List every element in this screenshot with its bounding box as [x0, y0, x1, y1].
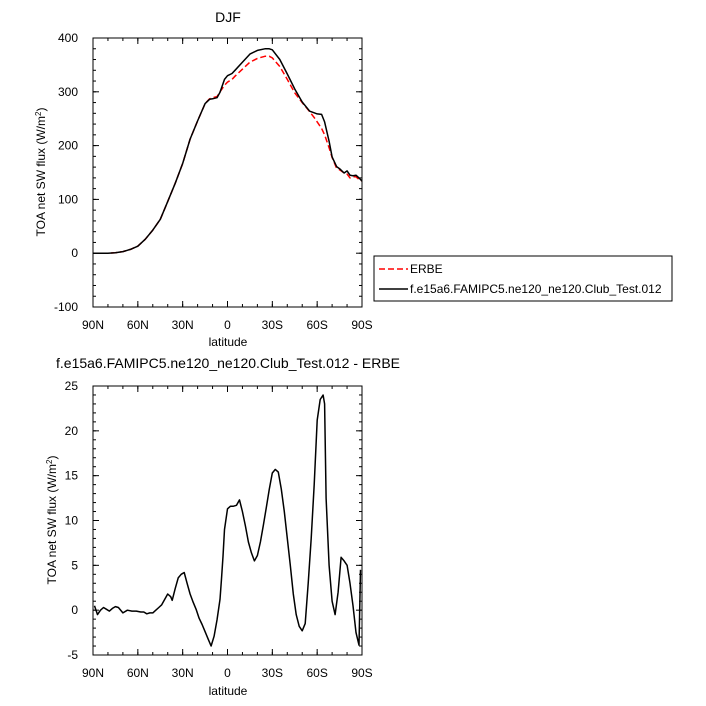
panel-top-frame — [92, 37, 363, 308]
panel-bottom: f.e15a6.FAMIPC5.ne120_ne120.Club_Test.01… — [45, 355, 401, 698]
y-tick-label: -100 — [54, 300, 78, 314]
panel-bottom-y-axis-title: TOA net SW flux (W/m2) — [45, 456, 60, 585]
panel-bottom-x-axis-title: latitude — [209, 684, 248, 698]
legend: ERBE f.e15a6.FAMIPC5.ne120_ne120.Club_Te… — [373, 255, 673, 302]
y-tick-label: 400 — [58, 31, 78, 45]
series-line-model — [93, 48, 363, 254]
y-tick-label: 15 — [65, 469, 79, 483]
y-tick-label: 300 — [58, 85, 78, 99]
panel-top-x-axis-title: latitude — [209, 335, 248, 349]
x-tick-label: 30N — [172, 318, 194, 332]
legend-box — [373, 255, 673, 302]
panel-top-y-axis-title: TOA net SW flux (W/m2) — [34, 108, 49, 237]
y-tick-label: 5 — [71, 558, 78, 572]
x-tick-label: 90S — [351, 666, 372, 680]
x-tick-label: 30S — [262, 318, 283, 332]
legend-model-label: f.e15a6.FAMIPC5.ne120_ne120.Club_Test.01… — [410, 282, 662, 296]
panel-top-x-tick-labels: 90N 60N 30N 0 30S 60S 90S — [82, 318, 373, 332]
x-tick-label: 30S — [262, 666, 283, 680]
y-tick-label: 100 — [58, 192, 78, 206]
legend-erbe-label: ERBE — [410, 262, 443, 276]
y-tick-label: -5 — [67, 648, 78, 662]
x-tick-label: 60N — [127, 318, 149, 332]
x-tick-label: 90N — [82, 318, 104, 332]
panel-top-series — [93, 48, 363, 254]
y-tick-label: 10 — [65, 514, 79, 528]
panel-bottom-title: f.e15a6.FAMIPC5.ne120_ne120.Club_Test.01… — [56, 355, 400, 371]
panel-bottom-y-tick-labels: -5 0 5 10 15 20 25 — [65, 379, 79, 662]
panel-bottom-x-tick-labels: 90N 60N 30N 0 30S 60S 90S — [82, 666, 373, 680]
y-tick-label: 20 — [65, 424, 79, 438]
y-tick-label: 25 — [65, 379, 79, 393]
panel-top-title: DJF — [215, 9, 241, 25]
series-line-difference — [93, 394, 362, 647]
y-tick-label: 200 — [58, 139, 78, 153]
x-tick-label: 90S — [351, 318, 372, 332]
panel-bottom-series — [93, 394, 362, 647]
x-tick-label: 0 — [224, 666, 231, 680]
panel-top: DJF 90N 60N 30N 0 30S 60S 90S -100 0 100 200 300 40… — [34, 9, 373, 349]
panel-top-y-tick-labels: -100 0 100 200 300 400 — [54, 31, 78, 314]
panel-bottom-frame — [92, 385, 363, 656]
x-tick-label: 0 — [224, 318, 231, 332]
x-tick-label: 60S — [306, 666, 327, 680]
x-tick-label: 60N — [127, 666, 149, 680]
x-tick-label: 30N — [172, 666, 194, 680]
x-tick-label: 60S — [306, 318, 327, 332]
x-tick-label: 90N — [82, 666, 104, 680]
y-tick-label: 0 — [71, 246, 78, 260]
y-tick-label: 0 — [71, 603, 78, 617]
